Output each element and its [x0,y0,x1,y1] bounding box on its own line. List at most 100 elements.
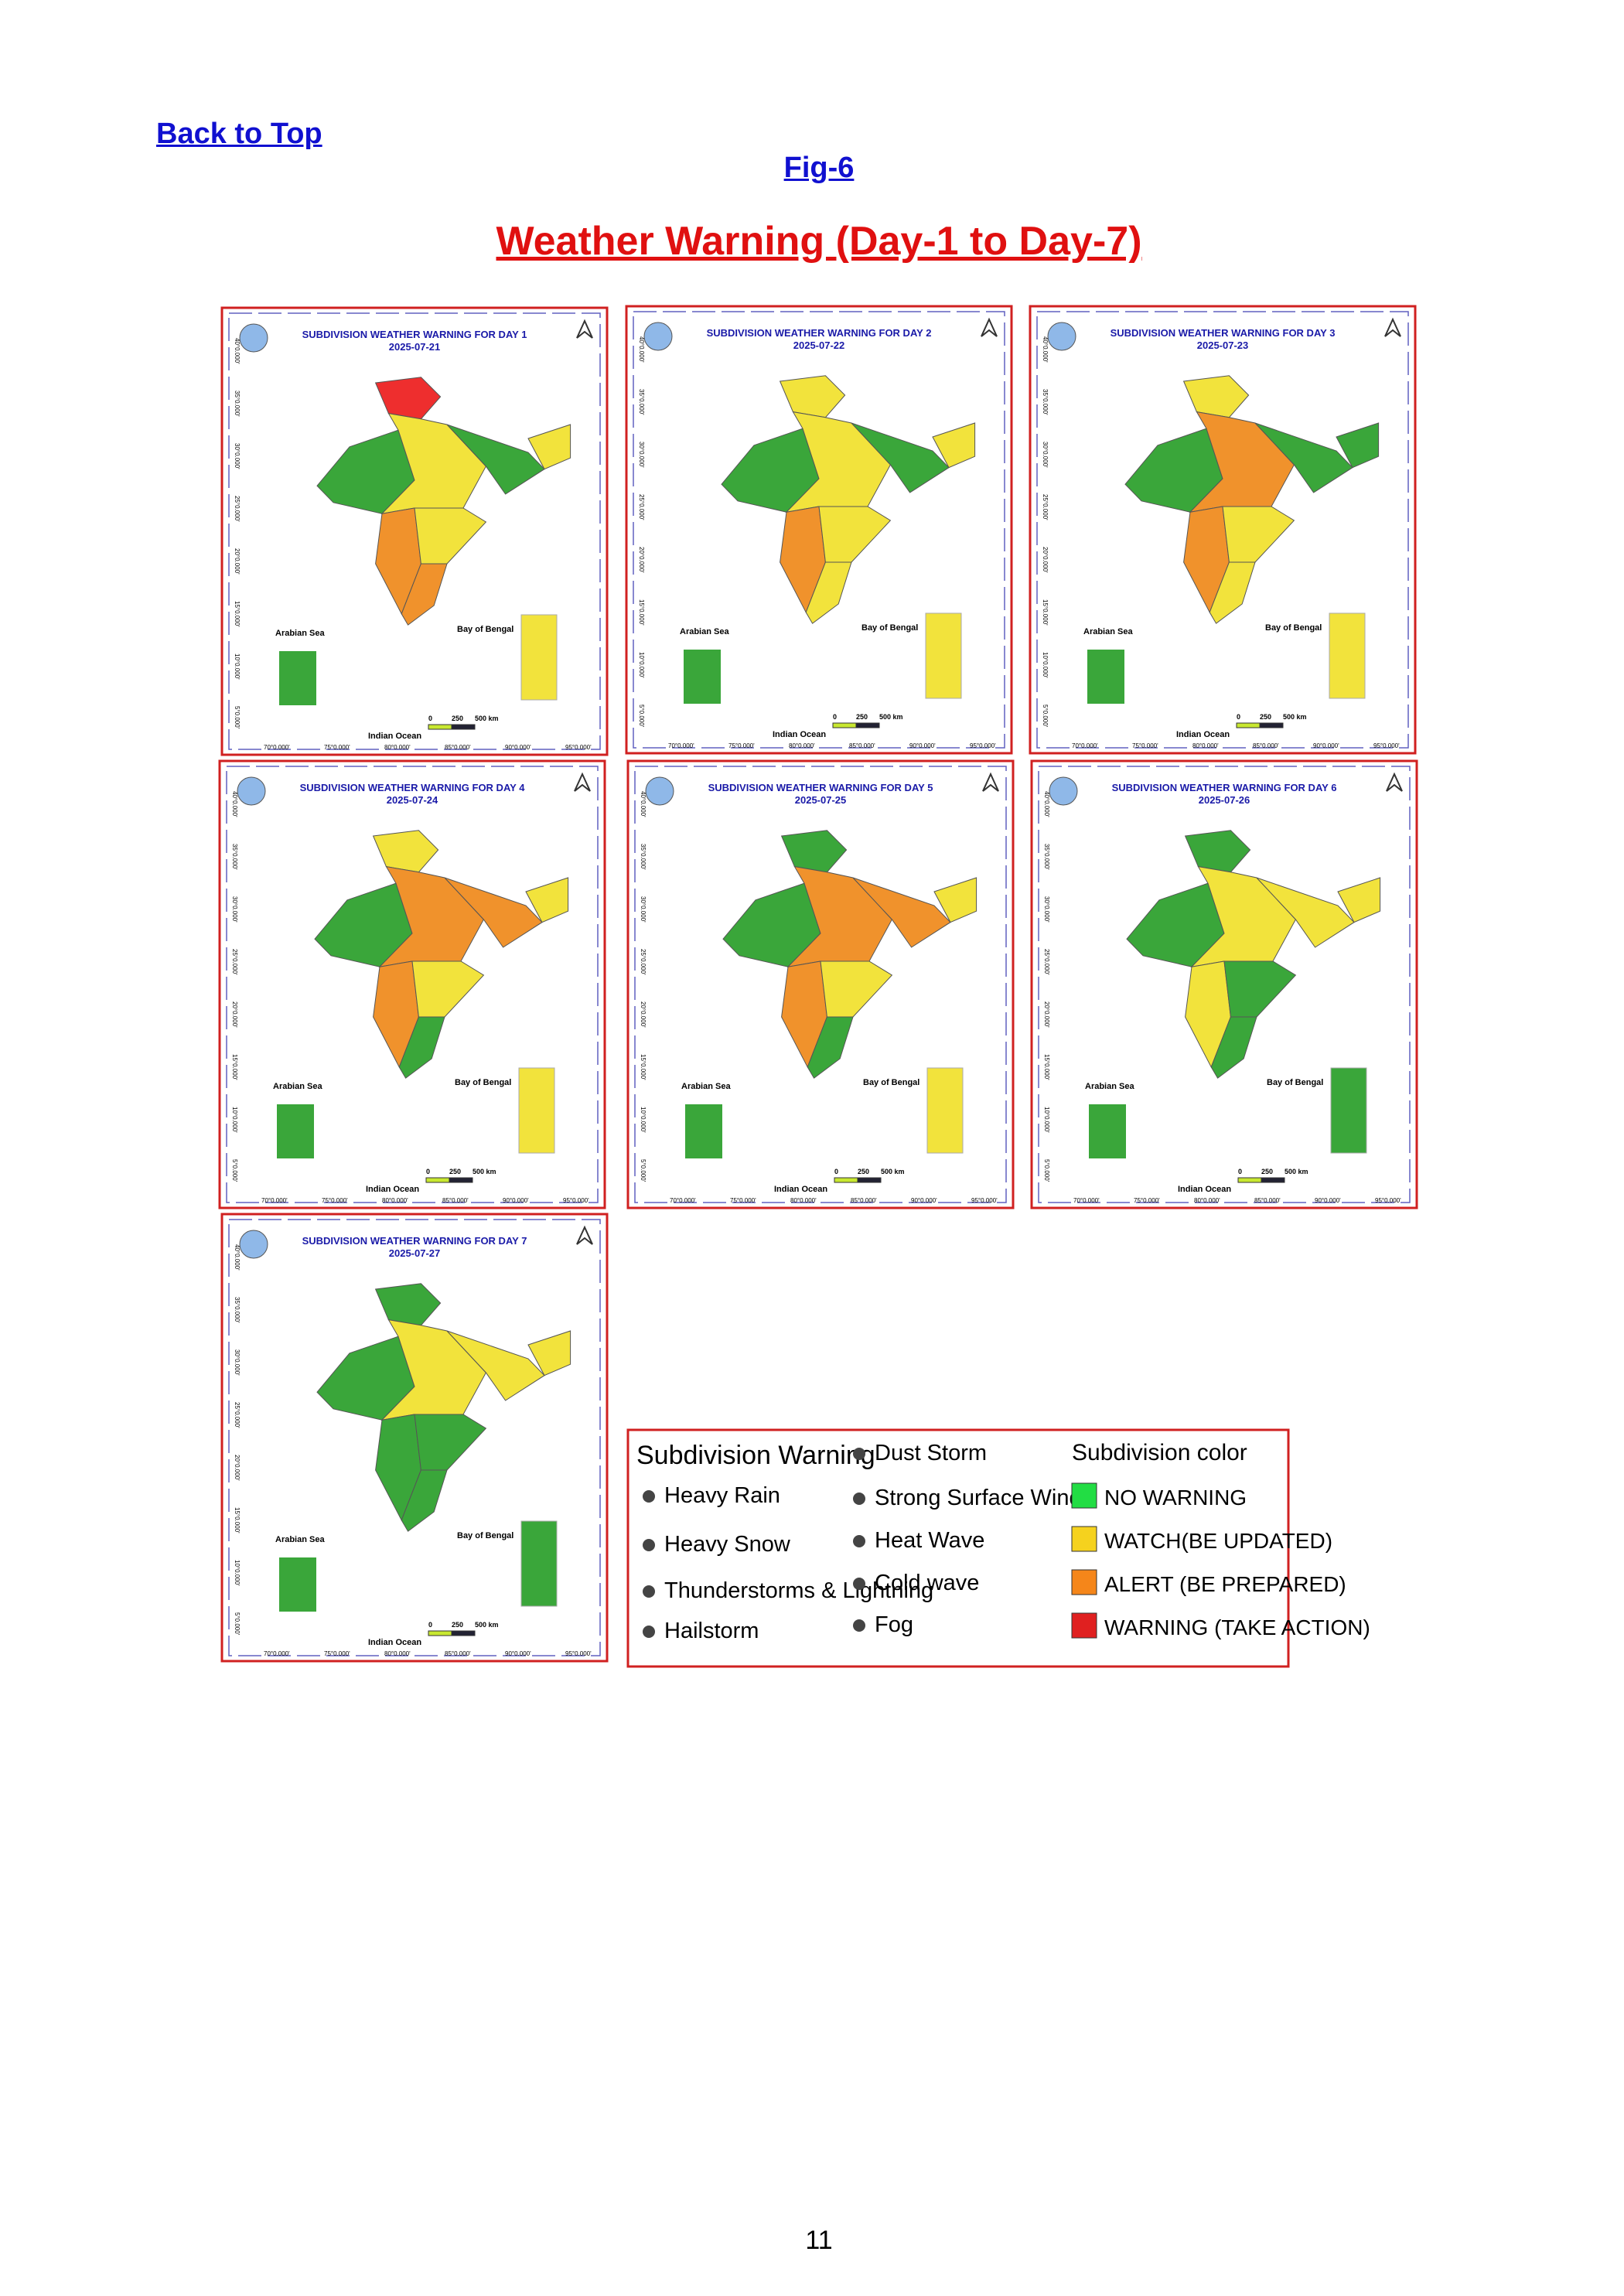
sea-label: Arabian Sea [273,1082,322,1091]
subdivision [851,422,950,493]
longitude-label: 70°0.000' [668,742,694,749]
panel-inner-border [228,312,601,750]
scale-label: 250 [858,1168,869,1175]
north-arrow [981,317,998,337]
panel-title: SUBDIVISION WEATHER WARNING FOR DAY 6 [1112,782,1337,793]
subdivision [1337,877,1381,923]
scale-label: 250 [449,1168,461,1175]
latitude-label: 20°0.000' [234,548,241,575]
scale-label: 500 km [1285,1168,1308,1175]
color-label: WATCH(BE UPDATED) [1104,1529,1332,1553]
map-panel: SUBDIVISION WEATHER WARNING FOR DAY 5202… [626,759,1015,1209]
scale-bar [1236,722,1261,728]
latitude-label: 35°0.000' [231,844,238,870]
color-swatch [1071,1482,1097,1509]
latitude-label: 10°0.000' [640,1107,647,1133]
latitude-label: 35°0.000' [1042,389,1049,415]
latitude-label: 10°0.000' [1042,652,1049,678]
longitude-label: 80°0.000' [789,742,815,749]
latitude-label: 30°0.000' [231,896,238,923]
panel-title: SUBDIVISION WEATHER WARNING FOR DAY 7 [302,1235,527,1247]
subdivision [932,422,976,469]
subdivision [1182,375,1250,418]
latitude-label: 10°0.000' [1043,1107,1050,1133]
longitude-label: 80°0.000' [1194,1197,1220,1204]
latitude-label: 25°0.000' [1043,949,1050,975]
longitude-label: 85°0.000' [445,744,471,751]
logo [1047,322,1076,351]
panel-title: SUBDIVISION WEATHER WARNING FOR DAY 5 [708,782,933,793]
color-swatch [1071,1569,1097,1595]
subdivision [446,1330,545,1401]
latitude-label: 15°0.000' [640,1054,647,1080]
color-label: ALERT (BE PREPARED) [1104,1572,1346,1596]
page-number: 11 [805,2226,833,2255]
subdivision [1210,1016,1257,1079]
subdivision [780,830,848,873]
map-panel: SUBDIVISION WEATHER WARNING FOR DAY 6202… [1030,759,1418,1209]
longitude-label: 90°0.000' [1315,1197,1341,1204]
latitude-label: 20°0.000' [1042,547,1049,573]
page-title: Weather Warning (Day-1 to Day-7) [496,219,1142,264]
map-panel: SUBDIVISION WEATHER WARNING FOR DAY 3202… [1029,305,1417,755]
scale-label: 0 [428,1621,432,1629]
longitude-label: 90°0.000' [909,742,936,749]
logo [237,776,266,806]
ocean-label: Indian Ocean [1176,730,1230,739]
scale-label: 500 km [475,1621,499,1629]
logo [239,323,268,353]
scale-bar [451,724,476,730]
panel-title: SUBDIVISION WEATHER WARNING FOR DAY 3 [1111,327,1336,339]
longitude-label: 75°0.000' [324,744,350,751]
color-swatch [1071,1612,1097,1639]
sea-label: Arabian Sea [681,1082,731,1091]
sea-label: Arabian Sea [275,1535,325,1544]
panel-date: 2025-07-22 [793,339,845,351]
subdivision [527,1330,571,1377]
longitude-label: 75°0.000' [730,1197,756,1204]
longitude-label: 75°0.000' [728,742,755,749]
subdivision [933,877,977,923]
scale-bar [834,1177,858,1183]
warning-label: Strong Surface Winds [875,1486,1093,1510]
longitude-label: 70°0.000' [1072,742,1098,749]
latitude-label: 35°0.000' [638,389,645,415]
ocean-label: Indian Ocean [368,732,421,741]
back-to-top-link[interactable]: Back to Top [156,118,322,150]
islands-inset [518,1067,555,1154]
subdivision [820,960,893,1018]
longitude-label: 75°0.000' [322,1197,348,1204]
latitude-label: 20°0.000' [1043,1001,1050,1028]
scale-bar [1261,1177,1285,1183]
subdivision [852,877,951,948]
subdivision [372,830,439,873]
longitude-label: 70°0.000' [264,744,290,751]
subdivision [1256,877,1355,948]
scale-bar [855,722,880,728]
scale-bar [857,1177,882,1183]
panel-inner-border [1036,311,1409,749]
scale-label: 0 [428,715,432,722]
latitude-label: 25°0.000' [234,1402,241,1428]
sea-label: Bay of Bengal [1267,1078,1323,1087]
latitude-label: 20°0.000' [638,547,645,573]
scale-bar [425,1177,450,1183]
subdivision [398,1016,445,1079]
latitude-label: 30°0.000' [234,1349,241,1376]
subdivision [401,563,448,626]
latitude-label: 5°0.000' [638,704,645,728]
panel-inner-border [226,766,599,1203]
subdivision [414,507,487,565]
warning-icon [853,1578,865,1590]
subdivision [805,561,852,624]
subdivision [374,377,442,420]
figure-label: Fig-6 [783,152,855,184]
warning-label: Fog [875,1612,913,1637]
longitude-label: 95°0.000' [971,1197,998,1204]
panel-date: 2025-07-21 [389,341,441,353]
longitude-label: 70°0.000' [264,1650,290,1657]
scale-label: 500 km [879,713,903,721]
scale-bar [449,1177,473,1183]
latitude-label: 40°0.000' [231,791,238,817]
